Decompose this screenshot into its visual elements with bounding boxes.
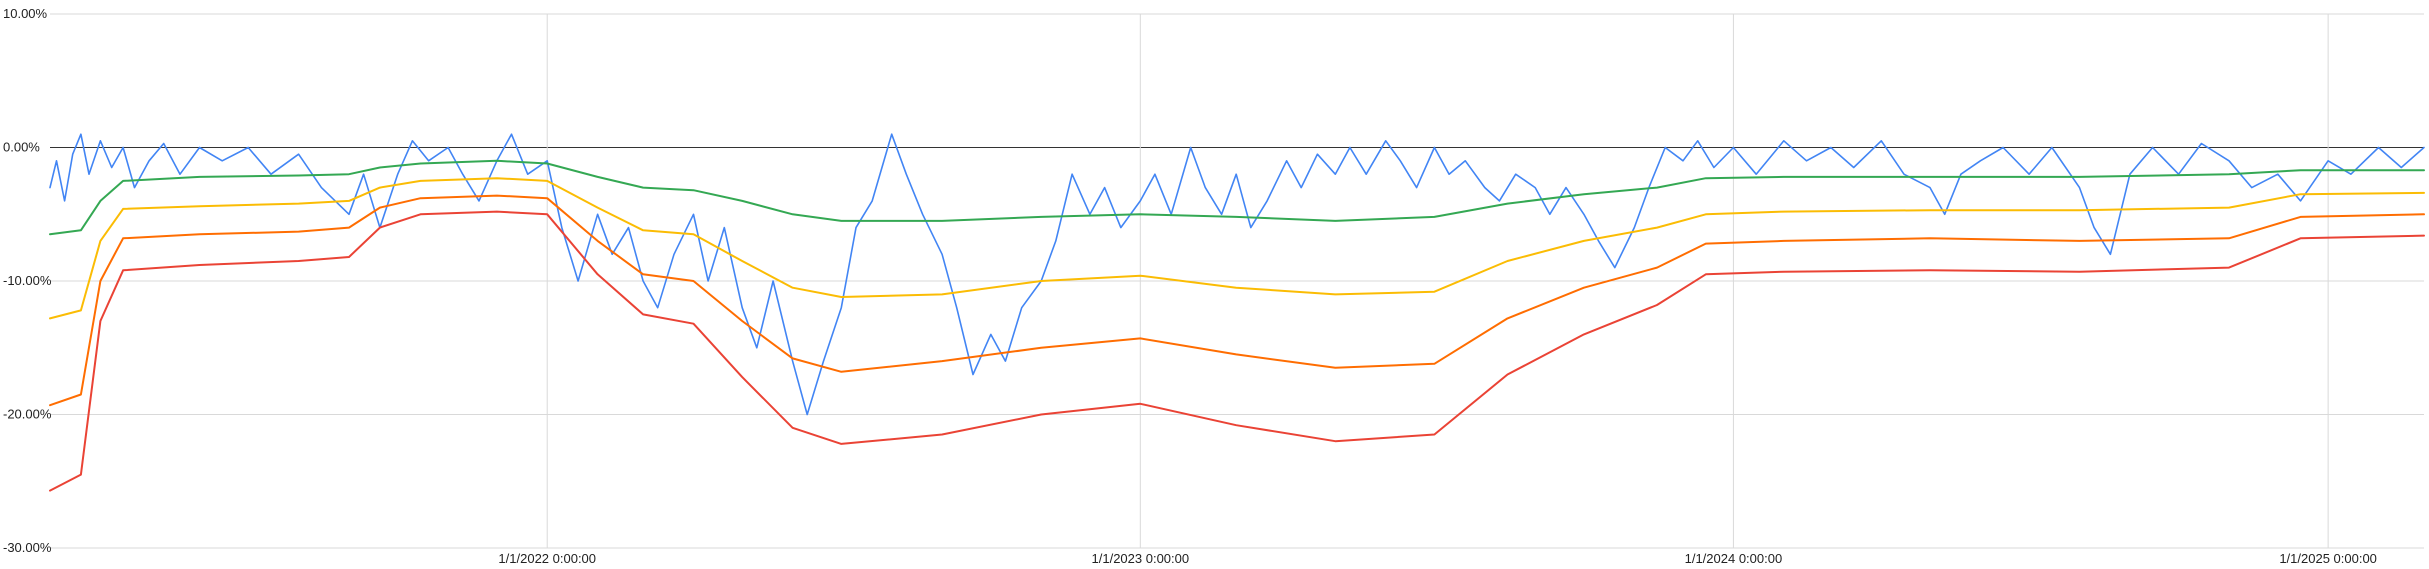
y-tick-label: -30.00% [3, 540, 52, 555]
y-tick-label: 0.00% [3, 140, 40, 155]
series-line-3 [49, 177, 2425, 320]
series-line-5 [49, 210, 2425, 492]
x-tick-label: 1/1/2023 0:00:00 [1092, 551, 1190, 566]
x-tick-label: 1/1/2024 0:00:00 [1685, 551, 1783, 566]
x-tick-label: 1/1/2025 0:00:00 [2279, 551, 2377, 566]
y-tick-label: -10.00% [3, 273, 52, 288]
vertical-gridlines [546, 14, 2329, 548]
x-axis-tick-labels: 1/1/2022 0:00:00 1/1/2023 0:00:00 1/1/2024… [498, 551, 2377, 566]
x-tick-label: 1/1/2022 0:00:00 [498, 551, 596, 566]
series-line-2 [49, 159, 2425, 236]
y-tick-label: 10.00% [3, 6, 48, 21]
series-line-4 [49, 194, 2425, 407]
y-axis-tick-labels: 10.00% 0.00% -10.00% -20.00% -30.00% [3, 6, 52, 555]
y-tick-label: -20.00% [3, 407, 52, 422]
series-lines [49, 133, 2425, 492]
horizontal-gridlines [50, 13, 2424, 549]
